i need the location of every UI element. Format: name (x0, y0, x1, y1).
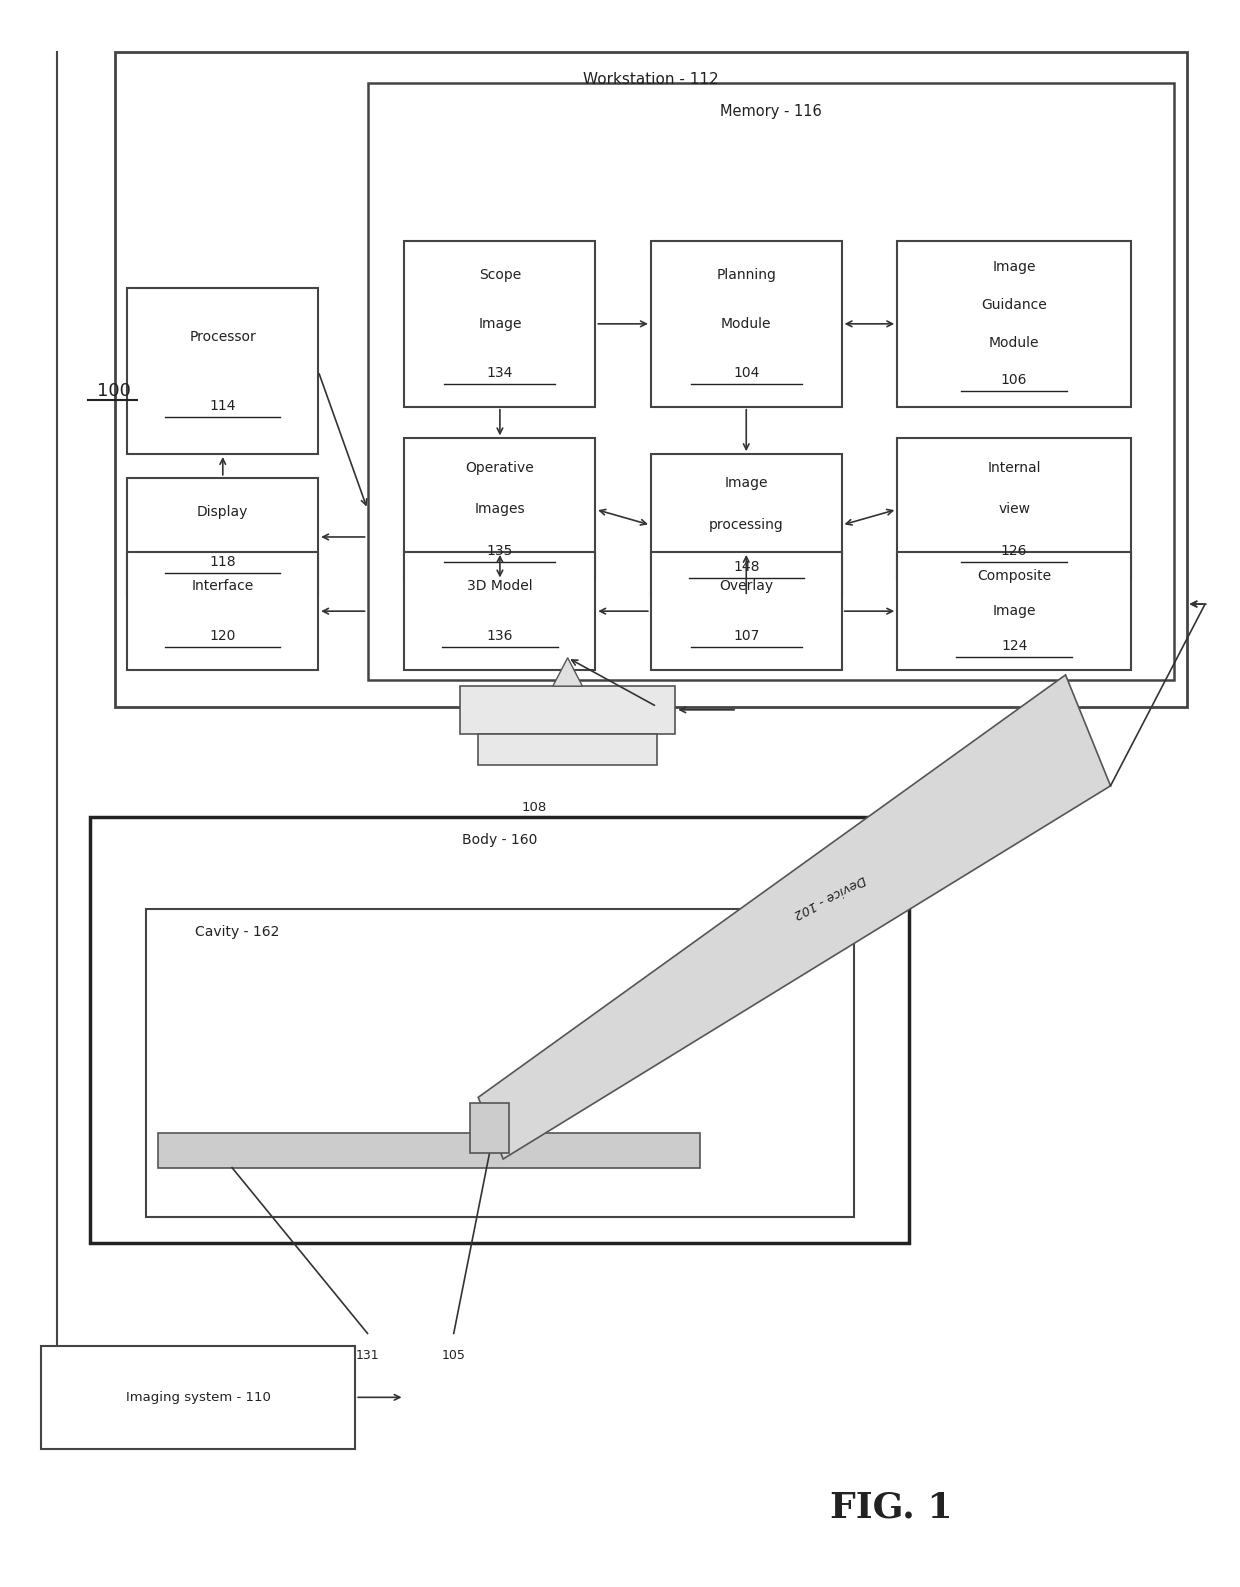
Text: Overlay: Overlay (719, 579, 774, 594)
Text: 105: 105 (441, 1349, 466, 1362)
FancyBboxPatch shape (897, 241, 1131, 406)
Text: Device - 102: Device - 102 (791, 871, 868, 920)
FancyBboxPatch shape (897, 438, 1131, 581)
Text: Display: Display (197, 505, 248, 519)
Polygon shape (479, 674, 1111, 1159)
Text: 104: 104 (733, 365, 759, 379)
Text: Module: Module (720, 317, 771, 330)
FancyBboxPatch shape (128, 478, 319, 597)
Text: Body - 160: Body - 160 (463, 833, 538, 847)
Text: 126: 126 (1001, 544, 1028, 559)
FancyBboxPatch shape (404, 552, 595, 670)
Text: Module: Module (988, 336, 1039, 349)
Text: view: view (998, 503, 1030, 516)
FancyBboxPatch shape (41, 1346, 355, 1449)
Text: Images: Images (475, 503, 526, 516)
Text: Scope: Scope (479, 268, 521, 282)
FancyBboxPatch shape (128, 289, 319, 454)
Text: Image: Image (992, 605, 1035, 619)
FancyBboxPatch shape (460, 686, 676, 733)
FancyBboxPatch shape (146, 909, 854, 1217)
Text: Interface: Interface (192, 579, 254, 594)
Text: Guidance: Guidance (981, 298, 1047, 313)
Text: 118: 118 (210, 554, 236, 568)
Text: 134: 134 (487, 365, 513, 379)
Text: Composite: Composite (977, 570, 1052, 584)
Polygon shape (553, 657, 583, 686)
Text: 148: 148 (733, 560, 759, 574)
FancyBboxPatch shape (128, 552, 319, 670)
Text: processing: processing (709, 517, 784, 532)
Text: 108: 108 (522, 801, 547, 814)
Text: 135: 135 (487, 544, 513, 559)
Text: Planning: Planning (717, 268, 776, 282)
FancyBboxPatch shape (91, 817, 909, 1244)
Text: 124: 124 (1001, 640, 1027, 652)
FancyBboxPatch shape (115, 51, 1187, 706)
Text: Operative: Operative (465, 460, 534, 475)
Text: Image: Image (479, 317, 522, 330)
FancyBboxPatch shape (651, 552, 842, 670)
Text: 106: 106 (1001, 373, 1028, 387)
Text: 3D Model: 3D Model (467, 579, 533, 594)
Text: Image: Image (992, 260, 1035, 275)
FancyBboxPatch shape (367, 83, 1174, 679)
Text: Memory - 116: Memory - 116 (720, 103, 822, 119)
FancyBboxPatch shape (404, 438, 595, 581)
Text: 131: 131 (356, 1349, 379, 1362)
Text: Workstation - 112: Workstation - 112 (583, 71, 719, 87)
FancyBboxPatch shape (404, 241, 595, 406)
Text: Image: Image (724, 476, 768, 490)
Text: 107: 107 (733, 628, 759, 643)
Text: 100: 100 (97, 382, 130, 400)
FancyBboxPatch shape (897, 552, 1131, 670)
FancyBboxPatch shape (470, 1103, 510, 1154)
FancyBboxPatch shape (651, 454, 842, 597)
Text: 120: 120 (210, 628, 236, 643)
Text: Internal: Internal (987, 460, 1040, 475)
Text: 114: 114 (210, 398, 236, 413)
Text: FIG. 1: FIG. 1 (830, 1490, 952, 1524)
Text: Imaging system - 110: Imaging system - 110 (125, 1390, 270, 1404)
Text: Processor: Processor (190, 330, 257, 344)
Text: 136: 136 (486, 628, 513, 643)
FancyBboxPatch shape (159, 1133, 701, 1168)
FancyBboxPatch shape (479, 733, 657, 765)
FancyBboxPatch shape (651, 241, 842, 406)
Text: Cavity - 162: Cavity - 162 (195, 925, 279, 938)
